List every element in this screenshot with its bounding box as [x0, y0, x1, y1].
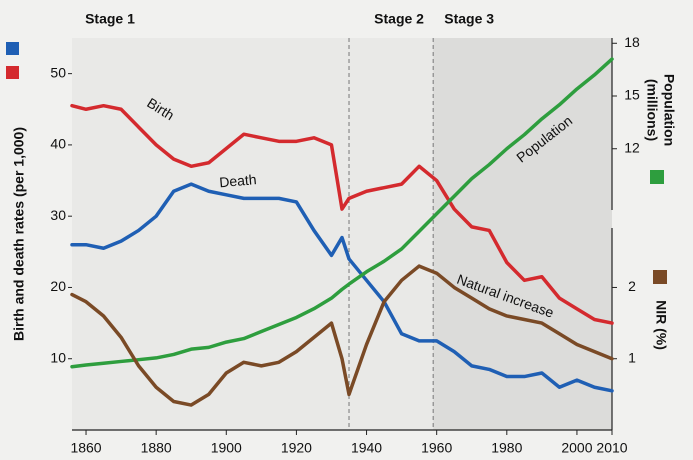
legend-swatch: [650, 170, 664, 184]
y-tick-label: 40: [50, 136, 66, 152]
legend-swatch: [6, 66, 19, 79]
x-tick-label: 1860: [70, 440, 101, 456]
y2-tick-label: 12: [624, 139, 640, 155]
y-tick-label: 10: [50, 349, 66, 365]
y-tick-label: 20: [50, 278, 66, 294]
x-tick-label: 2000: [561, 440, 592, 456]
legend-swatch: [653, 270, 667, 284]
stage-label: Stage 3: [444, 11, 494, 27]
y-tick-label: 50: [50, 64, 66, 80]
x-tick-label: 1920: [281, 440, 312, 456]
y2-axis-label: Population: [661, 74, 677, 146]
y3-tick-label: 2: [628, 278, 636, 294]
y2-axis-label: (millions): [644, 79, 660, 141]
x-tick-label: 1880: [141, 440, 172, 456]
stage-label: Stage 1: [85, 11, 135, 27]
x-tick-label: 1960: [421, 440, 452, 456]
y2-tick-label: 15: [624, 87, 640, 103]
stage-shading: [433, 38, 612, 430]
series-label: Death: [219, 171, 258, 190]
x-tick-label: 1940: [351, 440, 382, 456]
legend-swatch: [6, 42, 19, 55]
series-line: [70, 182, 614, 393]
series-line: [70, 264, 614, 407]
x-tick-label: 2010: [596, 440, 627, 456]
y-axis-label: Birth and death rates (per 1,000): [11, 127, 27, 341]
x-tick-label: 1900: [211, 440, 242, 456]
y3-tick-label: 1: [628, 349, 636, 365]
x-tick-label: 1980: [491, 440, 522, 456]
stage-3-region: [433, 38, 612, 430]
y3-axis-label: NIR (%): [653, 300, 669, 350]
y2-tick-label: 18: [624, 34, 640, 50]
series-line: [70, 57, 614, 369]
series-line: [70, 103, 614, 325]
stage-label: Stage 2: [374, 11, 424, 27]
y-tick-label: 30: [50, 207, 66, 223]
